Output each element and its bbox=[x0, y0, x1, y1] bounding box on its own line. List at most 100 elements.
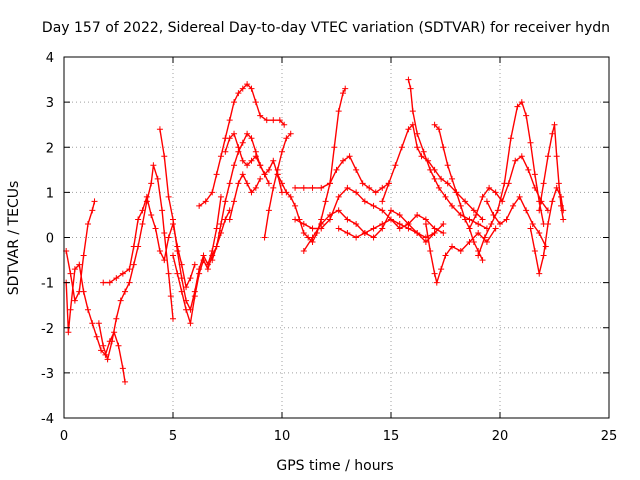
data-point-marker bbox=[178, 275, 185, 282]
data-point-marker bbox=[442, 193, 449, 200]
data-point-marker bbox=[300, 248, 307, 255]
data-point-marker bbox=[231, 130, 238, 137]
data-point-marker bbox=[248, 189, 255, 196]
data-point-marker bbox=[248, 157, 255, 164]
data-point-marker bbox=[431, 121, 438, 128]
data-point-marker bbox=[117, 297, 124, 304]
y-tick-label: 3 bbox=[46, 96, 54, 111]
data-point-marker bbox=[67, 270, 74, 277]
data-point-marker bbox=[100, 279, 107, 286]
data-point-marker bbox=[318, 184, 325, 191]
data-point-marker bbox=[501, 180, 508, 187]
data-point-marker bbox=[191, 261, 198, 268]
data-point-marker bbox=[122, 378, 129, 385]
data-point-marker bbox=[257, 175, 264, 182]
data-point-marker bbox=[100, 342, 107, 349]
data-point-marker bbox=[540, 252, 547, 259]
data-point-marker bbox=[466, 225, 473, 232]
data-point-marker bbox=[531, 171, 538, 178]
data-point-marker bbox=[95, 320, 102, 327]
data-point-marker bbox=[231, 99, 238, 106]
data-point-marker bbox=[213, 225, 220, 232]
data-point-marker bbox=[265, 166, 272, 173]
data-point-marker bbox=[265, 180, 272, 187]
data-point-marker bbox=[226, 180, 233, 187]
data-point-marker bbox=[488, 220, 495, 227]
data-point-marker bbox=[235, 90, 242, 97]
series-layer bbox=[63, 76, 567, 385]
data-point-marker bbox=[379, 184, 386, 191]
x-tick-label: 5 bbox=[169, 429, 177, 444]
data-point-marker bbox=[409, 108, 416, 115]
data-point-marker bbox=[261, 234, 268, 241]
data-point-marker bbox=[244, 162, 251, 169]
series-pass-n bbox=[292, 184, 447, 236]
x-tick-label: 25 bbox=[601, 429, 618, 444]
data-point-marker bbox=[161, 229, 168, 236]
y-tick-label: -4 bbox=[41, 412, 54, 427]
data-point-marker bbox=[80, 288, 87, 295]
y-tick-label: -3 bbox=[41, 367, 54, 382]
data-point-marker bbox=[226, 135, 233, 142]
data-point-marker bbox=[209, 257, 216, 264]
data-point-marker bbox=[119, 270, 126, 277]
data-point-marker bbox=[187, 320, 194, 327]
chart-title: Day 157 of 2022, Sidereal Day-to-day VTE… bbox=[42, 20, 610, 36]
data-point-marker bbox=[244, 180, 251, 187]
series-pass-c bbox=[95, 162, 176, 363]
data-point-marker bbox=[156, 126, 163, 133]
data-point-marker bbox=[309, 184, 316, 191]
data-point-marker bbox=[106, 279, 113, 286]
data-point-marker bbox=[536, 229, 543, 236]
data-point-marker bbox=[130, 243, 137, 250]
data-point-marker bbox=[71, 266, 78, 273]
data-point-marker bbox=[283, 189, 290, 196]
series-trace bbox=[486, 195, 547, 248]
data-point-marker bbox=[475, 252, 482, 259]
data-point-marker bbox=[427, 248, 434, 255]
data-point-marker bbox=[531, 248, 538, 255]
data-point-marker bbox=[263, 117, 270, 124]
data-point-marker bbox=[544, 220, 551, 227]
data-point-marker bbox=[91, 198, 98, 205]
data-point-marker bbox=[222, 148, 229, 155]
data-point-marker bbox=[279, 180, 285, 187]
series-pass-q bbox=[379, 121, 486, 223]
series-pass-d bbox=[100, 193, 198, 291]
data-point-marker bbox=[344, 229, 351, 236]
data-point-marker bbox=[440, 220, 447, 227]
data-point-marker bbox=[156, 248, 163, 255]
series-trace bbox=[425, 223, 497, 286]
series-pass-t bbox=[431, 121, 486, 264]
data-point-marker bbox=[479, 257, 486, 264]
data-point-marker bbox=[152, 225, 159, 232]
series-pass-l bbox=[274, 85, 349, 246]
data-point-marker bbox=[540, 180, 547, 187]
series-trace bbox=[407, 78, 488, 230]
data-point-marker bbox=[379, 198, 386, 205]
data-point-marker bbox=[252, 153, 259, 160]
data-point-marker bbox=[438, 175, 445, 182]
data-point-marker bbox=[244, 81, 251, 88]
data-point-marker bbox=[170, 315, 176, 322]
data-point-marker bbox=[326, 180, 333, 187]
data-point-marker bbox=[80, 252, 87, 259]
data-point-marker bbox=[279, 148, 285, 155]
x-tick-label: 15 bbox=[383, 429, 400, 444]
data-point-marker bbox=[113, 275, 120, 282]
data-point-marker bbox=[536, 207, 543, 214]
data-point-marker bbox=[274, 171, 281, 178]
data-point-marker bbox=[113, 315, 120, 322]
data-point-marker bbox=[333, 166, 340, 173]
data-point-marker bbox=[523, 207, 530, 214]
data-point-marker bbox=[170, 216, 176, 223]
series-trace bbox=[98, 165, 174, 362]
data-point-marker bbox=[154, 175, 161, 182]
data-point-marker bbox=[239, 157, 246, 164]
data-point-marker bbox=[470, 207, 477, 214]
data-point-marker bbox=[135, 216, 142, 223]
data-point-marker bbox=[462, 198, 469, 205]
data-point-marker bbox=[492, 225, 499, 232]
data-point-marker bbox=[483, 239, 490, 246]
data-point-marker bbox=[398, 144, 405, 151]
